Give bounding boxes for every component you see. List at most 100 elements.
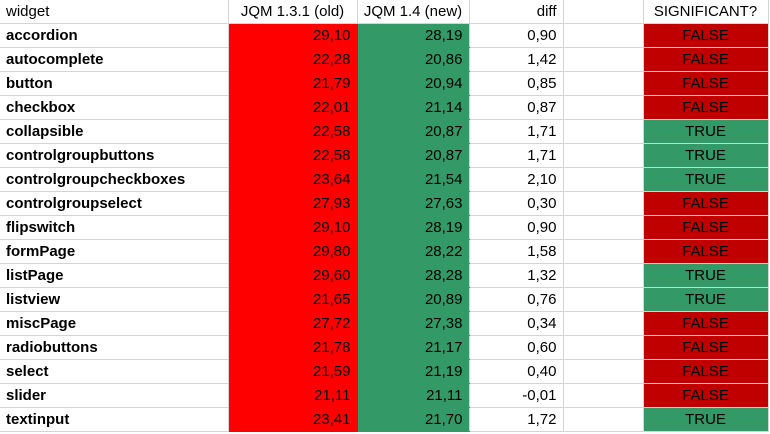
new-value-cell[interactable]: 21,14 — [357, 95, 470, 120]
significant-cell[interactable]: FALSE — [643, 71, 769, 96]
significant-cell[interactable]: TRUE — [643, 287, 769, 312]
header-empty-cell[interactable] — [563, 0, 644, 24]
new-value-cell[interactable]: 28,28 — [357, 263, 470, 288]
diff-value-cell[interactable]: 1,42 — [469, 47, 564, 72]
widget-name-cell[interactable]: checkbox — [0, 95, 229, 120]
empty-cell[interactable] — [563, 383, 644, 408]
widget-name-cell[interactable]: accordion — [0, 23, 229, 48]
widget-name-cell[interactable]: formPage — [0, 239, 229, 264]
diff-value-cell[interactable]: 0,90 — [469, 23, 564, 48]
diff-value-cell[interactable]: 0,76 — [469, 287, 564, 312]
new-value-cell[interactable]: 28,19 — [357, 23, 470, 48]
header-old[interactable]: JQM 1.3.1 (old) — [228, 0, 358, 24]
diff-value-cell[interactable]: 1,71 — [469, 119, 564, 144]
old-value-cell[interactable]: 21,59 — [228, 359, 358, 384]
widget-name-cell[interactable]: miscPage — [0, 311, 229, 336]
new-value-cell[interactable]: 21,17 — [357, 335, 470, 360]
header-diff[interactable]: diff — [469, 0, 564, 24]
empty-cell[interactable] — [563, 359, 644, 384]
empty-cell[interactable] — [563, 239, 644, 264]
old-value-cell[interactable]: 29,80 — [228, 239, 358, 264]
empty-cell[interactable] — [563, 287, 644, 312]
significant-cell[interactable]: FALSE — [643, 359, 769, 384]
old-value-cell[interactable]: 21,79 — [228, 71, 358, 96]
new-value-cell[interactable]: 20,86 — [357, 47, 470, 72]
new-value-cell[interactable]: 21,11 — [357, 383, 470, 408]
widget-name-cell[interactable]: button — [0, 71, 229, 96]
significant-cell[interactable]: FALSE — [643, 215, 769, 240]
old-value-cell[interactable]: 22,28 — [228, 47, 358, 72]
new-value-cell[interactable]: 21,54 — [357, 167, 470, 192]
widget-name-cell[interactable]: controlgroupbuttons — [0, 143, 229, 168]
widget-name-cell[interactable]: collapsible — [0, 119, 229, 144]
empty-cell[interactable] — [563, 143, 644, 168]
significant-cell[interactable]: FALSE — [643, 239, 769, 264]
diff-value-cell[interactable]: 0,87 — [469, 95, 564, 120]
significant-cell[interactable]: TRUE — [643, 119, 769, 144]
new-value-cell[interactable]: 28,19 — [357, 215, 470, 240]
header-significant[interactable]: SIGNIFICANT? — [643, 0, 769, 24]
widget-name-cell[interactable]: controlgroupselect — [0, 191, 229, 216]
empty-cell[interactable] — [563, 71, 644, 96]
empty-cell[interactable] — [563, 191, 644, 216]
new-value-cell[interactable]: 21,70 — [357, 407, 470, 432]
significant-cell[interactable]: TRUE — [643, 143, 769, 168]
significant-cell[interactable]: FALSE — [643, 47, 769, 72]
old-value-cell[interactable]: 22,58 — [228, 119, 358, 144]
widget-name-cell[interactable]: textinput — [0, 407, 229, 432]
diff-value-cell[interactable]: 0,90 — [469, 215, 564, 240]
diff-value-cell[interactable]: 0,30 — [469, 191, 564, 216]
empty-cell[interactable] — [563, 23, 644, 48]
widget-name-cell[interactable]: controlgroupcheckboxes — [0, 167, 229, 192]
widget-name-cell[interactable]: radiobuttons — [0, 335, 229, 360]
empty-cell[interactable] — [563, 311, 644, 336]
empty-cell[interactable] — [563, 263, 644, 288]
old-value-cell[interactable]: 21,65 — [228, 287, 358, 312]
old-value-cell[interactable]: 29,10 — [228, 23, 358, 48]
new-value-cell[interactable]: 27,38 — [357, 311, 470, 336]
old-value-cell[interactable]: 23,64 — [228, 167, 358, 192]
empty-cell[interactable] — [563, 407, 644, 432]
new-value-cell[interactable]: 27,63 — [357, 191, 470, 216]
widget-name-cell[interactable]: listview — [0, 287, 229, 312]
diff-value-cell[interactable]: -0,01 — [469, 383, 564, 408]
significant-cell[interactable]: FALSE — [643, 311, 769, 336]
old-value-cell[interactable]: 22,58 — [228, 143, 358, 168]
empty-cell[interactable] — [563, 47, 644, 72]
widget-name-cell[interactable]: listPage — [0, 263, 229, 288]
significant-cell[interactable]: FALSE — [643, 23, 769, 48]
diff-value-cell[interactable]: 1,58 — [469, 239, 564, 264]
empty-cell[interactable] — [563, 167, 644, 192]
old-value-cell[interactable]: 27,93 — [228, 191, 358, 216]
widget-name-cell[interactable]: select — [0, 359, 229, 384]
old-value-cell[interactable]: 21,11 — [228, 383, 358, 408]
significant-cell[interactable]: FALSE — [643, 383, 769, 408]
significant-cell[interactable]: FALSE — [643, 191, 769, 216]
empty-cell[interactable] — [563, 119, 644, 144]
significant-cell[interactable]: FALSE — [643, 335, 769, 360]
new-value-cell[interactable]: 20,87 — [357, 119, 470, 144]
diff-value-cell[interactable]: 0,34 — [469, 311, 564, 336]
old-value-cell[interactable]: 23,41 — [228, 407, 358, 432]
new-value-cell[interactable]: 20,87 — [357, 143, 470, 168]
new-value-cell[interactable]: 20,94 — [357, 71, 470, 96]
diff-value-cell[interactable]: 1,71 — [469, 143, 564, 168]
significant-cell[interactable]: TRUE — [643, 167, 769, 192]
significant-cell[interactable]: FALSE — [643, 95, 769, 120]
widget-name-cell[interactable]: flipswitch — [0, 215, 229, 240]
significant-cell[interactable]: TRUE — [643, 407, 769, 432]
diff-value-cell[interactable]: 0,85 — [469, 71, 564, 96]
header-widget[interactable]: widget — [0, 0, 229, 24]
new-value-cell[interactable]: 21,19 — [357, 359, 470, 384]
widget-name-cell[interactable]: slider — [0, 383, 229, 408]
diff-value-cell[interactable]: 0,40 — [469, 359, 564, 384]
empty-cell[interactable] — [563, 215, 644, 240]
old-value-cell[interactable]: 22,01 — [228, 95, 358, 120]
new-value-cell[interactable]: 20,89 — [357, 287, 470, 312]
significant-cell[interactable]: TRUE — [643, 263, 769, 288]
diff-value-cell[interactable]: 0,60 — [469, 335, 564, 360]
old-value-cell[interactable]: 27,72 — [228, 311, 358, 336]
old-value-cell[interactable]: 29,10 — [228, 215, 358, 240]
diff-value-cell[interactable]: 1,72 — [469, 407, 564, 432]
diff-value-cell[interactable]: 1,32 — [469, 263, 564, 288]
